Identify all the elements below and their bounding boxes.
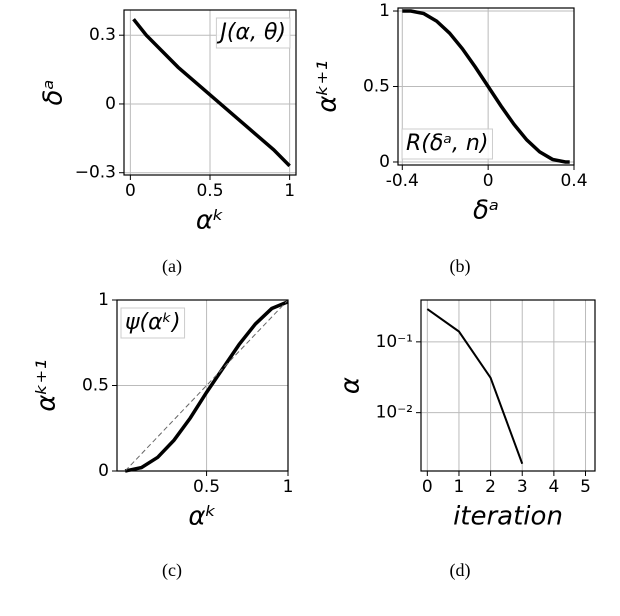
x-tick-label: -0.4 (386, 171, 419, 191)
x-tick-label: 1 (283, 477, 294, 497)
axes-frame (420, 299, 596, 472)
annotation-text: J(α, θ) (216, 20, 286, 45)
x-tick-label: 0 (483, 171, 494, 191)
x-tick-label: 0 (422, 477, 433, 497)
x-tick-label: 1 (284, 181, 295, 201)
caption: (a) (162, 256, 182, 277)
y-tick-label: 10⁻¹ (376, 332, 413, 352)
caption: (c) (162, 560, 182, 581)
annotation: J(α, θ) (215, 17, 291, 49)
y-axis-label: αᵏ⁺¹ (32, 359, 62, 411)
x-tick-label: 0.5 (193, 477, 220, 497)
y-tick-label: 1 (379, 1, 390, 21)
y-tick-label: 0.3 (89, 25, 116, 45)
line (402, 9, 570, 164)
y-axis-label: α (336, 377, 366, 394)
axes-frame (116, 299, 289, 472)
annotation: ψ(αᵏ) (120, 307, 186, 339)
y-tick-label: 0 (105, 94, 116, 114)
caption: (b) (450, 256, 471, 277)
y-tick-label: −0.3 (75, 163, 116, 183)
annotation-text: ψ(αᵏ) (125, 310, 181, 335)
y-tick-label: 0.5 (82, 376, 109, 396)
y-tick-label: 0.5 (363, 77, 390, 97)
y-tick-label: 0 (379, 152, 390, 172)
y-axis-label: δᵃ (39, 79, 69, 105)
x-tick-label: 0.5 (196, 181, 223, 201)
x-tick-label: 0 (125, 181, 136, 201)
x-axis-label: αᵏ (188, 502, 216, 532)
x-tick-label: 2 (485, 477, 496, 497)
annotation-text: R(δᵃ, n) (406, 131, 488, 156)
line (132, 18, 291, 168)
annotation: R(δᵃ, n) (401, 128, 493, 160)
x-axis-label: iteration (453, 502, 563, 532)
x-tick-label: 3 (517, 477, 528, 497)
x-tick-label: 5 (580, 477, 591, 497)
y-axis-label: αᵏ⁺¹ (313, 60, 343, 112)
y-tick-label: 1 (98, 290, 109, 310)
x-tick-label: 0.4 (560, 171, 587, 191)
line (124, 300, 289, 473)
y-tick-label: 0 (98, 461, 109, 481)
annotation-box (215, 17, 291, 49)
caption: (d) (450, 560, 471, 581)
annotation-box (120, 307, 186, 339)
line (124, 299, 289, 472)
x-axis-label: δᵃ (473, 196, 499, 226)
x-tick-label: 4 (548, 477, 559, 497)
x-tick-label: 1 (454, 477, 465, 497)
axes-frame (397, 7, 575, 166)
x-axis-label: αᵏ (196, 206, 224, 236)
annotation-box (401, 128, 493, 160)
line (426, 308, 524, 465)
axes-frame (123, 9, 297, 176)
y-tick-label: 10⁻² (376, 403, 413, 423)
